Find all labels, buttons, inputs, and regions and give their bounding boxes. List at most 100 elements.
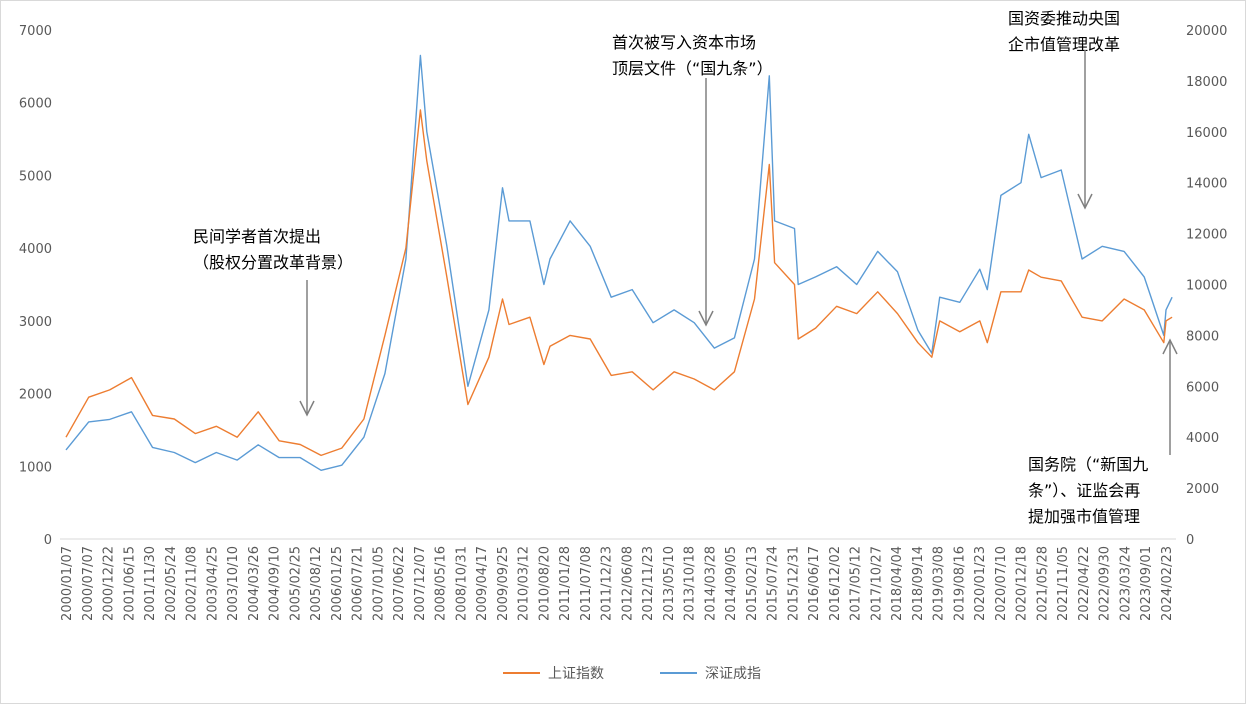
annotation-text: 企市值管理改革 (1008, 35, 1120, 54)
x-tick-label: 2019/08/16 (952, 546, 967, 621)
arrow-head-icon (299, 400, 315, 417)
y-right-tick-label: 14000 (1186, 177, 1227, 192)
series-line-shenzhen (65, 54, 1173, 471)
x-tick-label: 2021/05/28 (1035, 546, 1050, 621)
x-tick-label: 2014/09/05 (724, 546, 739, 621)
arrow-head-icon (1077, 193, 1093, 210)
y-right-tick-label: 18000 (1186, 75, 1227, 90)
y-left-tick-label: 6000 (19, 97, 52, 112)
x-tick-label: 2015/12/31 (786, 546, 801, 621)
y-right-tick-label: 12000 (1186, 228, 1227, 243)
x-tick-label: 2011/07/08 (579, 546, 594, 621)
annotation-text: （股权分置改革背景） (193, 253, 353, 272)
x-tick-label: 2000/07/07 (81, 546, 96, 621)
x-tick-label: 2016/12/02 (828, 546, 843, 621)
legend-label-shanghai: 上证指数 (548, 666, 604, 682)
x-tick-label: 2005/02/25 (288, 546, 303, 621)
annotation-1: 民间学者首次提出 （股权分置改革背景） (193, 227, 353, 417)
x-tick-label: 2000/01/07 (60, 546, 75, 621)
arrow-head-icon (698, 310, 714, 327)
x-tick-label: 2005/08/12 (309, 546, 324, 621)
x-tick-label: 2022/04/22 (1077, 546, 1092, 621)
x-tick-label: 2018/09/14 (911, 546, 926, 621)
y-right-tick-label: 8000 (1186, 329, 1219, 344)
x-tick-label: 2010/03/12 (517, 546, 532, 621)
x-tick-label: 2003/10/10 (226, 546, 241, 621)
x-tick-label: 2010/08/20 (537, 546, 552, 621)
x-tick-label: 2007/12/07 (413, 546, 428, 621)
x-tick-label: 2018/04/04 (890, 546, 905, 621)
x-tick-label: 2022/09/30 (1098, 546, 1113, 621)
x-tick-label: 2007/01/05 (371, 546, 386, 621)
x-tick-label: 2004/03/26 (247, 546, 262, 621)
x-tick-label: 2016/06/17 (807, 546, 822, 621)
y-left-tick-label: 0 (44, 533, 52, 548)
x-axis: 2000/01/07 2000/07/07 2000/12/22 2001/06/15… (60, 546, 1175, 621)
y-right-tick-label: 20000 (1186, 24, 1227, 39)
x-tick-label: 2001/11/30 (143, 546, 158, 621)
x-tick-label: 2013/05/10 (662, 546, 677, 621)
x-tick-label: 2011/12/23 (600, 546, 615, 621)
x-tick-label: 2019/03/08 (932, 546, 947, 621)
y-right-tick-label: 4000 (1186, 431, 1219, 446)
x-tick-label: 2002/05/24 (164, 546, 179, 621)
annotation-text: 国务院（“新国九 (1028, 455, 1148, 474)
x-tick-label: 2001/06/15 (122, 546, 137, 621)
right-axis: 0 2000 4000 6000 8000 10000 12000 14000 16000 180… (1186, 24, 1227, 548)
x-tick-label: 2023/09/01 (1139, 546, 1154, 621)
x-tick-label: 2013/10/18 (683, 546, 698, 621)
x-tick-label: 2017/10/27 (869, 546, 884, 621)
x-tick-label: 2009/04/17 (475, 546, 490, 621)
x-tick-label: 2011/01/28 (558, 546, 573, 621)
annotation-text: 国资委推动央国 (1008, 9, 1120, 28)
x-tick-label: 2021/11/05 (1056, 546, 1071, 621)
x-tick-label: 2015/07/24 (766, 546, 781, 621)
y-left-tick-label: 2000 (19, 388, 52, 403)
x-tick-label: 2024/02/23 (1160, 546, 1175, 621)
y-left-tick-label: 3000 (19, 315, 52, 330)
x-tick-label: 2015/02/13 (745, 546, 760, 621)
x-tick-label: 2014/03/28 (703, 546, 718, 621)
x-tick-label: 2020/01/23 (973, 546, 988, 621)
x-tick-label: 2007/06/22 (392, 546, 407, 621)
annotation-text: 提加强市值管理 (1028, 507, 1140, 526)
y-right-tick-label: 0 (1186, 533, 1194, 548)
x-tick-label: 2017/05/12 (849, 546, 864, 621)
legend: 上证指数 深证成指 (503, 666, 761, 682)
y-left-tick-label: 5000 (19, 169, 52, 184)
y-right-tick-label: 2000 (1186, 482, 1219, 497)
y-right-tick-label: 6000 (1186, 380, 1219, 395)
annotation-text: 民间学者首次提出 (193, 227, 321, 246)
annotation-text: 顶层文件（“国九条”） (612, 59, 773, 78)
y-left-tick-label: 7000 (19, 24, 52, 39)
x-tick-label: 2020/07/10 (994, 546, 1009, 621)
x-tick-label: 2003/04/25 (205, 546, 220, 621)
x-tick-label: 2008/10/31 (454, 546, 469, 621)
series-lines (65, 54, 1173, 471)
x-tick-label: 2012/06/08 (620, 546, 635, 621)
x-tick-label: 2020/12/18 (1015, 546, 1030, 621)
x-tick-label: 2009/09/25 (496, 546, 511, 621)
annotation-text: 首次被写入资本市场 (612, 33, 756, 52)
x-tick-label: 2012/11/23 (641, 546, 656, 621)
x-tick-label: 2006/01/25 (330, 546, 345, 621)
y-left-tick-label: 4000 (19, 242, 52, 257)
x-tick-label: 2002/11/08 (185, 546, 200, 621)
x-tick-label: 2023/03/24 (1118, 546, 1133, 621)
x-tick-label: 2006/07/21 (351, 546, 366, 621)
y-left-tick-label: 1000 (19, 460, 52, 475)
y-right-tick-label: 10000 (1186, 279, 1227, 294)
annotation-text: 条”）、证监会再 (1028, 481, 1140, 500)
y-right-tick-label: 16000 (1186, 126, 1227, 141)
legend-label-shenzhen: 深证成指 (705, 666, 761, 682)
arrow-head-icon (1162, 338, 1178, 355)
x-tick-label: 2008/05/16 (434, 546, 449, 621)
left-axis: 0 1000 2000 3000 4000 5000 6000 7000 (19, 24, 52, 548)
series-line-shanghai (65, 109, 1173, 457)
x-tick-label: 2004/09/10 (268, 546, 283, 621)
